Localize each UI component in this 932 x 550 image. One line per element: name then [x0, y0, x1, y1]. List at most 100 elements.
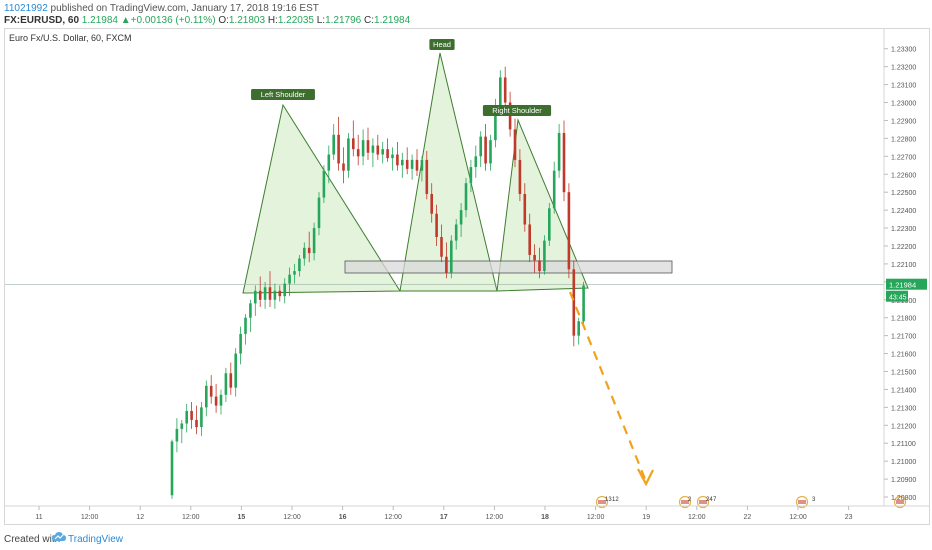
candle-body: [283, 283, 286, 297]
candle-body: [459, 210, 463, 225]
left-shoulder-triangle[interactable]: [242, 103, 401, 294]
price-tick-label: 1.21200: [891, 423, 916, 430]
candle: [224, 367, 228, 402]
candle-body: [533, 254, 536, 261]
candle: [386, 138, 389, 162]
candle-body: [205, 385, 208, 408]
candle-body: [430, 193, 433, 214]
symbol-ohlc-line: FX:EURUSD, 60 1.21984 ▲+0.00136 (+0.11%)…: [4, 15, 410, 26]
chart-area[interactable]: Left Shoulder Head Right Shoulder 13 12 2 2…: [4, 28, 930, 525]
candle-body: [200, 407, 203, 428]
candle-body: [209, 385, 213, 397]
candle-body: [543, 240, 546, 272]
event-sub-count: 12: [612, 497, 619, 503]
head-and-shoulders-pattern[interactable]: [242, 52, 589, 294]
author-link[interactable]: 11021992: [4, 3, 48, 14]
candle: [503, 66, 507, 112]
flag-stripes: [699, 500, 707, 504]
time-tick-label: 12: [136, 514, 144, 521]
right-shoulder-label-text: Right Shoulder: [492, 106, 542, 115]
candle: [371, 138, 375, 168]
candle: [273, 283, 277, 309]
candle: [538, 247, 541, 279]
candle-body: [224, 373, 228, 395]
time-tick-label: 12:00: [384, 514, 402, 521]
candle: [366, 127, 370, 160]
time-tick-label: 11: [35, 514, 42, 521]
candle-body: [562, 133, 566, 193]
candle: [469, 159, 473, 193]
candle-body: [342, 163, 345, 171]
candle: [263, 281, 267, 309]
support-zone-rectangle[interactable]: [344, 260, 673, 274]
candle-body: [239, 333, 242, 354]
candle: [405, 147, 409, 175]
candle-body: [435, 213, 438, 238]
footer: Created with TradingView: [0, 528, 932, 550]
head-triangle[interactable]: [399, 52, 498, 292]
candle-body: [474, 156, 478, 168]
time-axis[interactable]: 11 12:00 12 12:00 15 12:00 16 12:00 17 12:00 18 12:…: [35, 506, 853, 521]
candle: [415, 149, 419, 177]
candle-body: [454, 224, 458, 241]
time-tick-label: 22: [744, 514, 752, 521]
projection-arrow-line[interactable]: [568, 291, 647, 480]
projection-arrow[interactable]: [568, 291, 654, 487]
low-value: 1.21796: [325, 15, 362, 26]
calendar-event[interactable]: [893, 495, 907, 509]
left-shoulder-label-bg: [251, 89, 315, 100]
candle: [474, 145, 478, 178]
price-tick-label: 1.22900: [891, 118, 916, 125]
flag-stripes: [681, 500, 689, 504]
candle: [445, 242, 448, 279]
candle: [293, 263, 296, 284]
price-tick-label: 1.21600: [891, 352, 916, 359]
event-count: 2: [688, 497, 692, 503]
high-label: H:: [267, 15, 278, 26]
calendar-event[interactable]: 13 12: [595, 495, 620, 509]
price-badge-text: 1.21984: [889, 281, 916, 290]
candle-body: [391, 154, 394, 159]
candle: [479, 131, 482, 168]
candle: [567, 183, 571, 279]
candle: [200, 401, 203, 437]
candle-body: [381, 149, 384, 155]
candle-body: [303, 247, 306, 259]
candle: [410, 154, 414, 180]
tradingview-link[interactable]: TradingView: [68, 534, 124, 545]
candle: [268, 271, 272, 307]
candle-body: [288, 274, 291, 284]
candle-body: [420, 159, 424, 171]
price-tick-label: 1.20800: [891, 495, 916, 502]
economic-calendar-events[interactable]: 13 12 2 24 7 3: [595, 495, 907, 509]
calendar-event[interactable]: 3: [795, 495, 817, 509]
candle-body: [401, 159, 404, 166]
candle-body: [445, 256, 448, 273]
countdown-badge-text: 43:45: [889, 295, 907, 302]
candle-body: [219, 394, 223, 406]
candle-body: [327, 154, 331, 171]
candle-body: [185, 410, 188, 424]
price-tick-label: 1.21400: [891, 387, 916, 394]
time-tick-label: 12:00: [81, 514, 99, 521]
candle-body: [489, 140, 492, 164]
candle-body: [450, 240, 453, 273]
candle-body: [254, 290, 257, 304]
candle-body: [469, 167, 473, 184]
candle-body: [322, 170, 326, 198]
candle-body: [484, 136, 487, 164]
time-tick-label: 12:00: [486, 514, 504, 521]
chart-canvas[interactable]: Left Shoulder Head Right Shoulder 13 12 2 2…: [5, 29, 929, 524]
price-axis[interactable]: 1.23300 1.23200 1.23100 1.23000 1.22900 1.228…: [884, 47, 916, 502]
calendar-event[interactable]: 24 7: [696, 495, 718, 509]
close-label: C:: [364, 15, 375, 26]
calendar-event[interactable]: 2: [678, 495, 693, 509]
open-label: O:: [218, 15, 229, 26]
candle: [322, 165, 326, 203]
candle-body: [361, 140, 365, 157]
price-tick-label: 1.22500: [891, 190, 916, 197]
candle: [352, 120, 355, 157]
candle-body: [298, 258, 301, 272]
price-tick-label: 1.21100: [891, 441, 916, 448]
candle-body: [552, 170, 556, 209]
